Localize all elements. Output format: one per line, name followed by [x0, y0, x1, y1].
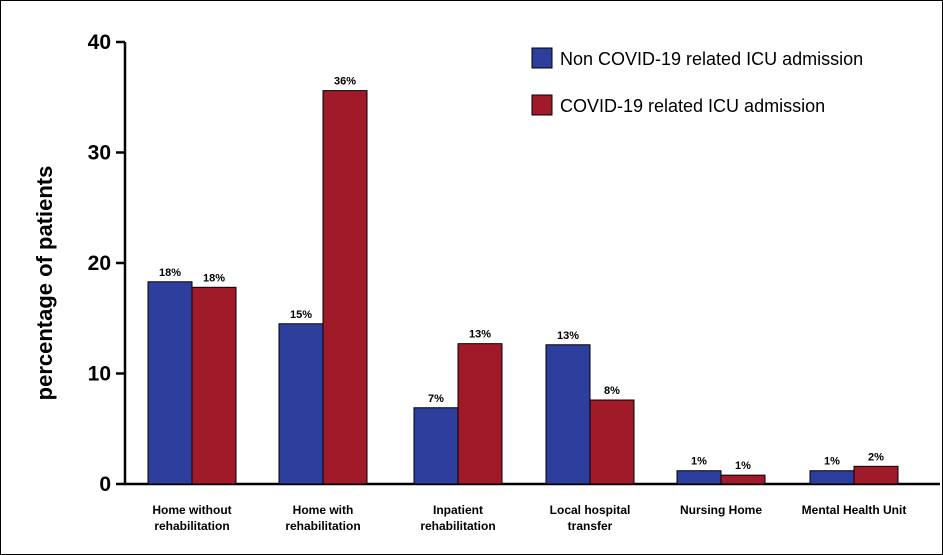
- legend-swatch: [531, 47, 553, 69]
- bar-covid: [457, 343, 503, 485]
- x-category-label: Nursing Home: [680, 503, 762, 517]
- data-label: 8%: [604, 385, 620, 397]
- bar-covid: [589, 399, 635, 485]
- y-tick-label: 10: [88, 363, 111, 386]
- legend-label: Non COVID-19 related ICU admission: [560, 49, 863, 69]
- x-category-label: transfer: [568, 519, 613, 533]
- x-category-label: rehabilitation: [154, 519, 229, 533]
- y-tick-label: 20: [88, 252, 111, 275]
- data-label: 2%: [868, 451, 884, 463]
- data-label: 7%: [428, 393, 444, 405]
- data-label: 18%: [159, 267, 181, 279]
- data-label: 18%: [203, 272, 225, 284]
- data-label: 1%: [735, 460, 751, 472]
- x-category-label: Mental Health Unit: [802, 503, 907, 517]
- y-tick-label: 0: [99, 473, 111, 496]
- y-tick-label: 40: [88, 31, 111, 54]
- bar-covid: [720, 474, 766, 485]
- y-tick-label: 30: [88, 142, 111, 165]
- legend-label: COVID-19 related ICU admission: [560, 96, 825, 116]
- bar-covid: [322, 90, 368, 485]
- y-axis-title: percentage of patients: [32, 166, 57, 401]
- bar-non-covid: [147, 281, 193, 485]
- bar-non-covid: [278, 323, 324, 485]
- x-category-label: Inpatient: [433, 503, 483, 517]
- x-category-label: Home with: [293, 503, 354, 517]
- bar-non-covid: [545, 344, 591, 485]
- bar-covid: [191, 286, 237, 485]
- data-label: 36%: [334, 76, 356, 88]
- axes: 0 10 20 30 40 percentage of patients Home with…: [32, 31, 940, 533]
- x-category-label: rehabilitation: [285, 519, 360, 533]
- bars: 18% 15% 7% 13% 1% 1% 18% 36% 13% 8% 1% 2%: [147, 76, 899, 485]
- x-category-label: rehabilitation: [420, 519, 495, 533]
- data-label: 1%: [691, 456, 707, 468]
- x-category-label: Home without: [152, 503, 231, 517]
- bar-non-covid: [413, 407, 459, 485]
- data-label: 15%: [290, 309, 312, 321]
- bar-non-covid: [809, 470, 855, 485]
- data-label: 13%: [557, 330, 579, 342]
- data-label: 13%: [469, 329, 491, 341]
- x-category-label: Local hospital: [550, 503, 631, 517]
- legend-swatch: [531, 94, 553, 116]
- bar-non-covid: [676, 470, 722, 485]
- legend: Non COVID-19 related ICU admission COVID-…: [531, 47, 863, 116]
- bar-covid: [853, 465, 899, 485]
- data-label: 1%: [824, 456, 840, 468]
